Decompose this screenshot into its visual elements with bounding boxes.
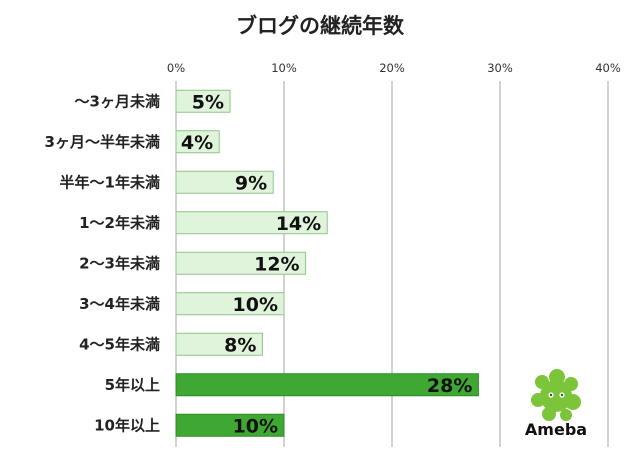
ameba-mascot-icon: [531, 369, 581, 421]
chart-title: ブログの継続年数: [236, 14, 404, 38]
x-tick-label: 10%: [271, 61, 297, 75]
data-label: 5%: [192, 91, 224, 113]
category-label: 5年以上: [105, 376, 160, 394]
data-label: 10%: [233, 294, 278, 316]
category-label: 1～2年未満: [79, 214, 160, 232]
category-label: 3ヶ月～半年未満: [45, 133, 160, 151]
category-label: 10年以上: [94, 416, 160, 434]
category-label: ～3ヶ月未満: [75, 92, 160, 110]
x-tick-label: 40%: [595, 61, 621, 75]
data-label: 12%: [254, 253, 299, 275]
x-axis-ticks: 0% 10% 20% 30% 40%: [167, 61, 621, 75]
bar: [175, 251, 307, 275]
category-label: 2～3年未満: [79, 254, 160, 272]
bar: [175, 373, 479, 397]
category-label: 半年～1年未満: [60, 173, 160, 191]
bar: [175, 332, 263, 356]
bar: [175, 211, 328, 235]
bar: [175, 170, 274, 194]
data-label: 14%: [276, 213, 321, 235]
bar: [175, 292, 285, 316]
value-labels: 5% 4% 9% 14% 12% 10% 8% 28% 10%: [181, 91, 472, 437]
ameba-logo-text: Ameba: [524, 420, 588, 439]
data-label: 4%: [181, 132, 213, 154]
bar: [175, 413, 285, 437]
data-label: 9%: [235, 172, 267, 194]
category-label: 4～5年未満: [79, 335, 160, 353]
bar: [175, 130, 220, 154]
x-tick-label: 20%: [379, 61, 405, 75]
data-label: 8%: [224, 334, 256, 356]
bars: [175, 89, 479, 437]
data-label: 10%: [233, 415, 278, 437]
ameba-logo: Ameba: [516, 368, 596, 444]
x-tick-label: 30%: [487, 61, 513, 75]
x-tick-label: 0%: [167, 61, 185, 75]
data-label: 28%: [427, 375, 472, 397]
category-label: 3～4年未満: [79, 295, 160, 313]
bar: [175, 89, 231, 113]
